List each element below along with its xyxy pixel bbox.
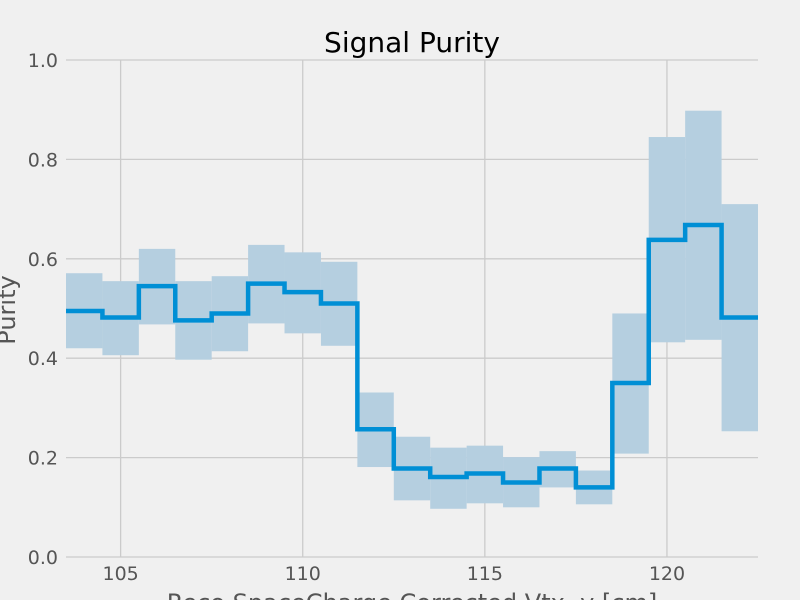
y-axis-label: Purity xyxy=(0,275,21,344)
x-tick-labels: 105 110 115 120 xyxy=(102,563,685,585)
series-line-layer xyxy=(66,222,758,490)
y-tick-labels: 0.0 0.2 0.4 0.6 0.8 1.0 xyxy=(28,50,58,569)
y-tick-label: 0.0 xyxy=(28,547,58,569)
purity-series-line xyxy=(66,222,758,490)
x-tick-label: 110 xyxy=(285,563,321,585)
y-tick-label: 0.4 xyxy=(28,348,58,370)
y-tick-label: 0.8 xyxy=(28,149,58,171)
x-tick-label: 120 xyxy=(649,563,685,585)
x-tick-label: 105 xyxy=(102,563,138,585)
x-axis-label: Reco SpaceCharge Corrected Vtx, y [cm] xyxy=(167,589,657,600)
chart-title: Signal Purity xyxy=(324,26,500,59)
y-tick-label: 1.0 xyxy=(28,50,58,72)
y-tick-label: 0.2 xyxy=(28,448,58,470)
y-tick-label: 0.6 xyxy=(28,249,58,271)
x-tick-label: 115 xyxy=(467,563,503,585)
